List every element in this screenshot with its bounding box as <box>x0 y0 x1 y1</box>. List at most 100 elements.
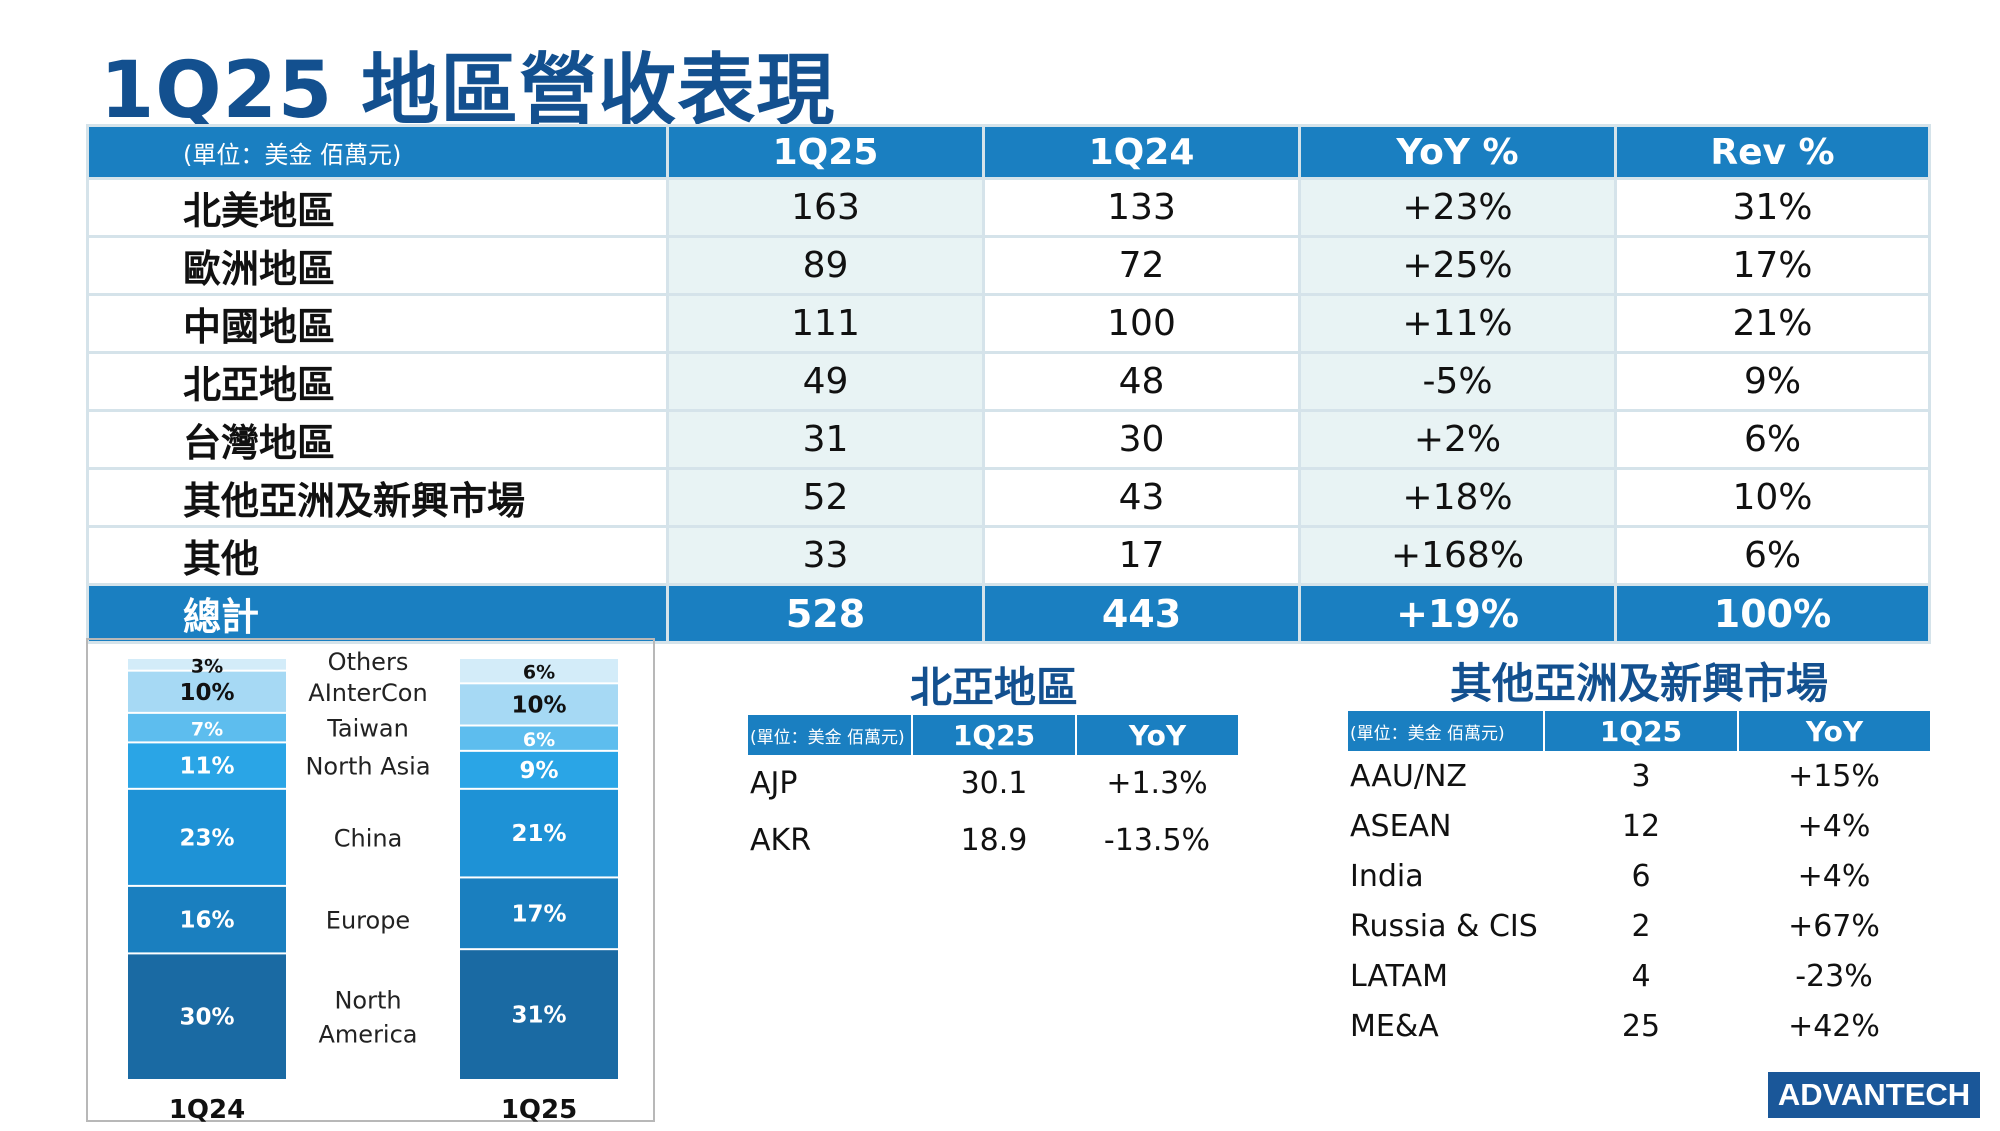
region-name: 其他亞洲及新興市場 <box>86 467 669 528</box>
cell-q125: 3 <box>1631 758 1651 794</box>
table-row: 其他亞洲及新興市場 52 43 +18% 10% <box>86 467 1931 528</box>
cell-name: AAU/NZ <box>1350 758 1467 794</box>
cell-yoy: +1.3% <box>1106 766 1208 801</box>
cell-yoy: +4% <box>1797 808 1871 844</box>
data-label: 31% <box>511 1003 566 1029</box>
cell-name: Russia & CIS <box>1350 908 1538 944</box>
cell-yoy: +4% <box>1797 858 1871 894</box>
cell-q125: 4 <box>1631 958 1651 994</box>
cell-name: AJP <box>750 766 798 801</box>
cell-yoy: -23% <box>1795 958 1873 994</box>
bar-segment-others-1q24 <box>128 659 286 670</box>
cell-q124: 43 <box>982 467 1301 528</box>
cell-rev: 17% <box>1614 235 1931 296</box>
cell-q125: 111 <box>666 293 985 354</box>
cell-yoy: +18% <box>1298 467 1617 528</box>
data-label: 3% <box>191 655 223 677</box>
cell-rev: 6% <box>1614 525 1931 586</box>
table-row: 其他 33 17 +168% 6% <box>86 525 1931 586</box>
cell-rev: 21% <box>1614 293 1931 354</box>
cell-q125: 52 <box>666 467 985 528</box>
cell-q125: 18.9 <box>960 823 1028 858</box>
bar-segment-north-america-1q25 <box>460 950 618 1079</box>
data-label: 23% <box>179 825 234 851</box>
other-asia-table: (單位：美金 佰萬元) 1Q25 YoY AAU/NZ 3 +15% ASEAN 12 +… <box>1348 711 1930 1051</box>
data-label: 10% <box>511 692 566 718</box>
bar-segment-north-america-1q24 <box>128 954 286 1079</box>
cell-rev: 10% <box>1614 467 1931 528</box>
cell-q125: 31 <box>666 409 985 470</box>
regional-mix-chart: 30% 16% 23% 11% 7% 10% 3% 1Q24 31% 17% 21% 9% 6% 10% 6… <box>86 638 655 1124</box>
cell-yoy: -5% <box>1298 351 1617 412</box>
region-name: 台灣地區 <box>86 409 669 470</box>
header-yoy: YoY % <box>1298 124 1617 180</box>
data-label: 6% <box>523 729 555 751</box>
data-label: 17% <box>511 901 566 927</box>
other-asia-title: 其他亞洲及新興市場 <box>1450 659 1829 708</box>
region-name: 歐洲地區 <box>86 235 669 296</box>
cell-yoy: -13.5% <box>1103 823 1211 858</box>
cell-name: India <box>1350 858 1424 894</box>
data-label: 7% <box>191 719 223 741</box>
advantech-logo: ADVANTECH <box>1768 1072 1980 1118</box>
cell-q124: 133 <box>982 177 1301 238</box>
bar-segment-aintercon-1q25 <box>460 684 618 725</box>
cell-q125: 89 <box>666 235 985 296</box>
table-row: LATAM 4 -23% <box>1348 951 1930 1001</box>
bar-segment-north-asia-1q24 <box>128 743 286 788</box>
data-label: 16% <box>179 908 234 934</box>
table-row: 歐洲地區 89 72 +25% 17% <box>86 235 1931 296</box>
data-label: 9% <box>519 758 558 784</box>
header-1q25: 1Q25 <box>666 124 985 180</box>
series-label: Taiwan <box>326 715 409 743</box>
cell-yoy: +42% <box>1788 1008 1880 1044</box>
bar-segment-china-1q24 <box>128 789 286 885</box>
cell-name: ASEAN <box>1350 808 1452 844</box>
data-label: 21% <box>511 821 566 847</box>
bar-segment-europe-1q25 <box>460 878 618 949</box>
series-label: China <box>334 824 403 852</box>
bar-segment-others-1q25 <box>460 659 618 683</box>
cell-name: LATAM <box>1350 958 1448 994</box>
regional-revenue-table: (單位：美金 佰萬元) 1Q25 1Q24 YoY % Rev % 北美地區 16… <box>86 124 1931 644</box>
cell-q125: 528 <box>666 583 985 644</box>
table-row: ME&A 25 +42% <box>1348 1001 1930 1051</box>
table-header-row: (單位：美金 佰萬元) 1Q25 1Q24 YoY % Rev % <box>86 124 1931 180</box>
cell-name: AKR <box>750 823 812 858</box>
table-row: 北美地區 163 133 +23% 31% <box>86 177 1931 238</box>
region-name: 中國地區 <box>86 293 669 354</box>
data-label: 11% <box>179 754 234 780</box>
cell-q124: 72 <box>982 235 1301 296</box>
category-label: 1Q25 <box>501 1095 577 1124</box>
series-label: AInterCon <box>308 679 427 707</box>
cell-yoy: +23% <box>1298 177 1617 238</box>
cell-q124: 17 <box>982 525 1301 586</box>
cell-q125: 163 <box>666 177 985 238</box>
unit-header: (單位：美金 佰萬元) <box>1348 711 1544 751</box>
bar-segment-europe-1q24 <box>128 886 286 953</box>
cell-q124: 30 <box>982 409 1301 470</box>
table-row: Russia & CIS 2 +67% <box>1348 901 1930 951</box>
table-row: AAU/NZ 3 +15% <box>1348 751 1930 801</box>
cell-yoy: +25% <box>1298 235 1617 296</box>
cell-name: ME&A <box>1350 1008 1439 1044</box>
header-yoy: YoY <box>1737 711 1930 751</box>
cell-q124: 48 <box>982 351 1301 412</box>
page-title: 1Q25 地區營收表現 <box>100 46 836 136</box>
table-header-row: (單位：美金 佰萬元) 1Q25 YoY <box>1348 711 1930 751</box>
cell-yoy: +67% <box>1788 908 1880 944</box>
table-row: ASEAN 12 +4% <box>1348 801 1930 851</box>
series-label: North Asia <box>305 753 430 781</box>
cell-q125: 6 <box>1631 858 1651 894</box>
unit-header: (單位：美金 佰萬元) <box>86 124 669 180</box>
cell-q125: 12 <box>1621 808 1661 844</box>
series-label: Others <box>328 648 409 676</box>
data-label: 10% <box>179 680 234 706</box>
bar-segment-north-asia-1q25 <box>460 751 618 788</box>
data-label: 30% <box>179 1005 234 1031</box>
cell-q124: 100 <box>982 293 1301 354</box>
bar-segment-aintercon-1q24 <box>128 671 286 712</box>
bar-segment-taiwan-1q24 <box>128 713 286 742</box>
table-row: India 6 +4% <box>1348 851 1930 901</box>
cell-yoy: +15% <box>1788 758 1880 794</box>
